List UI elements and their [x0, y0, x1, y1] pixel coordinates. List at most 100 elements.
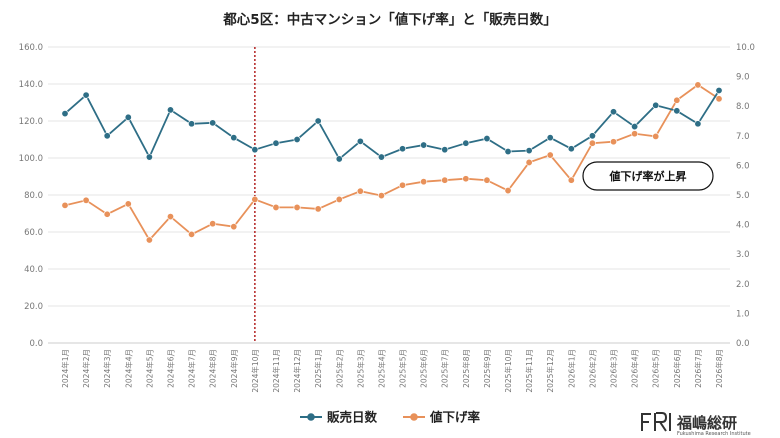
right-axis-tick-label: 5.0: [736, 191, 750, 201]
logo-subtext: Fukushima Research Institute: [677, 431, 751, 437]
data-point-days-on-market: [441, 146, 449, 154]
data-point-price-cut-rate: [483, 176, 491, 184]
x-axis-tick-label: 2025年9月: [482, 349, 492, 388]
x-axis-tick-label: 2024年10月: [250, 349, 260, 393]
data-point-price-cut-rate: [399, 181, 407, 189]
left-axis-ticks: 0.0 20.0 40.0 60.0 80.0 100.0 120.0 140.0 160.0: [19, 43, 43, 349]
data-point-days-on-market: [230, 134, 238, 142]
x-axis-tick-label: 2024年6月: [165, 349, 175, 388]
data-point-days-on-market: [209, 119, 217, 127]
x-axis-tick-label: 2024年11月: [271, 349, 281, 393]
data-point-price-cut-rate: [61, 201, 69, 209]
x-axis-tick-label: 2026年5月: [651, 349, 661, 388]
series-layer: [61, 81, 723, 244]
x-axis-tick-label: 2024年3月: [102, 349, 112, 388]
x-axis-tick-label: 2025年1月: [313, 349, 323, 388]
left-axis-tick-label: 160.0: [19, 43, 43, 53]
legend-label: 販売日数: [327, 410, 378, 425]
legend-swatch-marker: [410, 413, 418, 421]
data-point-price-cut-rate: [251, 195, 259, 203]
data-point-price-cut-rate: [209, 220, 217, 228]
data-point-price-cut-rate: [420, 178, 428, 186]
right-axis-ticks: 0.0 1.0 2.0 3.0 4.0 5.0 6.0 7.0 8.0 9.0 10.0: [736, 43, 755, 349]
data-point-price-cut-rate: [652, 132, 660, 140]
data-point-days-on-market: [694, 120, 702, 128]
data-point-days-on-market: [483, 135, 491, 143]
data-point-days-on-market: [399, 145, 407, 153]
x-axis-tick-label: 2025年5月: [398, 349, 408, 388]
x-axis-tick-label: 2025年12月: [545, 349, 555, 393]
x-axis-tick-label: 2026年8月: [714, 349, 724, 388]
legend-swatch-marker: [307, 413, 315, 421]
x-axis-tick-label: 2024年12月: [292, 349, 302, 393]
x-axis-tick-label: 2025年8月: [461, 349, 471, 388]
data-point-price-cut-rate: [631, 130, 639, 138]
data-point-days-on-market: [251, 146, 259, 154]
data-point-price-cut-rate: [124, 200, 132, 208]
x-axis-tick-label: 2025年10月: [503, 349, 513, 393]
data-point-days-on-market: [293, 136, 301, 144]
data-point-days-on-market: [673, 107, 681, 115]
data-point-days-on-market: [61, 110, 69, 118]
x-axis-tick-label: 2025年6月: [419, 349, 429, 388]
x-axis-tick-label: 2024年2月: [81, 349, 91, 388]
x-axis-tick-label: 2024年7月: [187, 349, 197, 388]
gridlines: [48, 46, 730, 344]
data-point-price-cut-rate: [314, 205, 322, 213]
data-point-days-on-market: [525, 147, 533, 155]
annotation-text: 値下げ率が上昇: [609, 169, 687, 183]
data-point-days-on-market: [103, 132, 111, 140]
chart-title: 都心5区：中古マンション「値下げ率」と「販売日数」: [222, 11, 556, 28]
x-axis-ticks: 2024年1月 2024年2月 2024年3月 2024年4月 2024年5月 2024年…: [60, 349, 724, 393]
data-point-price-cut-rate: [145, 236, 153, 244]
data-point-price-cut-rate: [335, 195, 343, 203]
data-point-price-cut-rate: [166, 213, 174, 221]
data-point-price-cut-rate: [441, 176, 449, 184]
data-point-days-on-market: [567, 145, 575, 153]
data-point-days-on-market: [546, 134, 554, 142]
annotation-callout: 値下げ率が上昇: [582, 161, 714, 191]
left-axis-tick-label: 100.0: [19, 154, 43, 164]
left-axis-tick-label: 140.0: [19, 80, 43, 90]
data-point-days-on-market: [82, 91, 90, 99]
left-axis-tick-label: 20.0: [24, 302, 43, 312]
right-axis-tick-label: 7.0: [736, 132, 750, 142]
data-point-days-on-market: [610, 108, 618, 116]
right-axis-tick-label: 9.0: [736, 73, 750, 83]
data-point-price-cut-rate: [230, 223, 238, 231]
x-axis-tick-label: 2024年9月: [229, 349, 239, 388]
left-axis-tick-label: 120.0: [19, 117, 43, 127]
x-axis-tick-label: 2025年4月: [376, 349, 386, 388]
data-point-price-cut-rate: [103, 210, 111, 218]
data-point-days-on-market: [166, 106, 174, 114]
right-axis-tick-label: 1.0: [736, 309, 750, 319]
x-axis-tick-label: 2026年4月: [630, 349, 640, 388]
right-axis-tick-label: 0.0: [736, 339, 750, 349]
data-point-price-cut-rate: [377, 192, 385, 200]
series-price-cut-rate: [61, 81, 723, 244]
x-axis-tick-label: 2025年11月: [524, 349, 534, 393]
data-point-days-on-market: [356, 137, 364, 145]
data-point-days-on-market: [314, 117, 322, 125]
x-axis-tick-label: 2024年1月: [60, 349, 70, 388]
left-axis-tick-label: 60.0: [24, 228, 43, 238]
x-axis-tick-label: 2026年7月: [693, 349, 703, 388]
data-point-days-on-market: [715, 86, 723, 94]
data-point-price-cut-rate: [715, 95, 723, 103]
data-point-days-on-market: [377, 153, 385, 161]
data-point-days-on-market: [588, 132, 596, 140]
data-point-price-cut-rate: [504, 187, 512, 195]
left-axis-tick-label: 0.0: [29, 339, 43, 349]
legend: 販売日数 値下げ率: [300, 410, 481, 425]
data-point-price-cut-rate: [272, 203, 280, 211]
series-line-days-on-market: [64, 90, 720, 161]
left-axis-tick-label: 40.0: [24, 265, 43, 275]
right-axis-tick-label: 8.0: [736, 102, 750, 112]
series-line-price-cut-rate: [64, 83, 720, 242]
data-point-price-cut-rate: [462, 175, 470, 183]
data-point-days-on-market: [631, 123, 639, 131]
x-axis-tick-label: 2024年4月: [123, 349, 133, 388]
legend-label: 値下げ率: [429, 410, 481, 425]
data-point-days-on-market: [145, 153, 153, 161]
x-axis-tick-label: 2026年6月: [672, 349, 682, 388]
